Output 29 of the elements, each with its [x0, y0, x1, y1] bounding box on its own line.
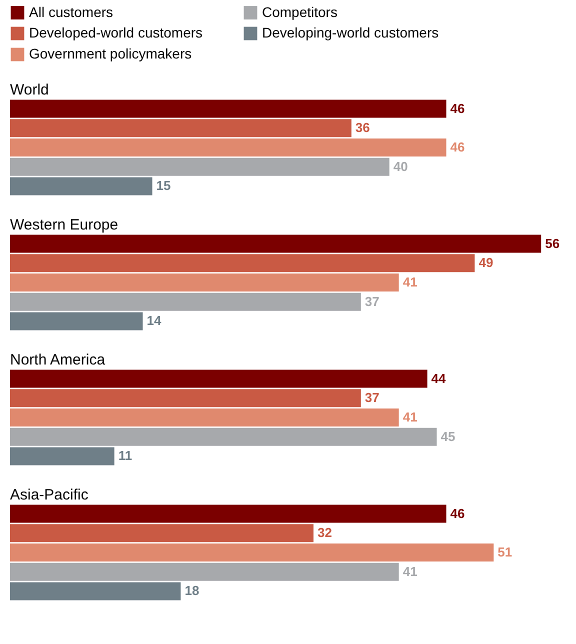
data-label: 51 — [498, 544, 512, 560]
data-label: 44 — [431, 370, 447, 386]
legend-label: All customers — [29, 4, 114, 20]
data-label: 46 — [450, 100, 465, 116]
data-label: 49 — [478, 255, 494, 270]
data-label: 41 — [402, 410, 418, 424]
data-label: 32 — [317, 525, 332, 540]
data-label: 40 — [393, 158, 408, 174]
y-tick-label: World — [10, 81, 49, 98]
data-label: 18 — [184, 583, 200, 598]
legend-label: Government policymakers — [29, 46, 192, 62]
legend-label: Developed-world customers — [29, 24, 203, 40]
data-label: 46 — [450, 506, 465, 521]
legend-label: Competitors — [262, 4, 338, 20]
data-label: 14 — [146, 313, 162, 328]
data-label: 56 — [545, 236, 560, 251]
data-label: 36 — [355, 120, 370, 136]
legend-label: Developing-world customers — [262, 24, 439, 40]
data-label: 15 — [156, 178, 171, 194]
y-tick-label: Asia-Pacific — [10, 486, 89, 504]
data-label: 37 — [364, 294, 380, 309]
y-tick-label: Western Europe — [10, 216, 118, 234]
data-label: 37 — [364, 390, 380, 406]
data-label: 41 — [402, 274, 418, 290]
data-label: 11 — [118, 448, 132, 464]
data-label: 41 — [402, 564, 418, 579]
data-label: 45 — [440, 428, 456, 444]
y-tick-label: North America — [10, 351, 106, 368]
data-label: 46 — [450, 140, 465, 154]
